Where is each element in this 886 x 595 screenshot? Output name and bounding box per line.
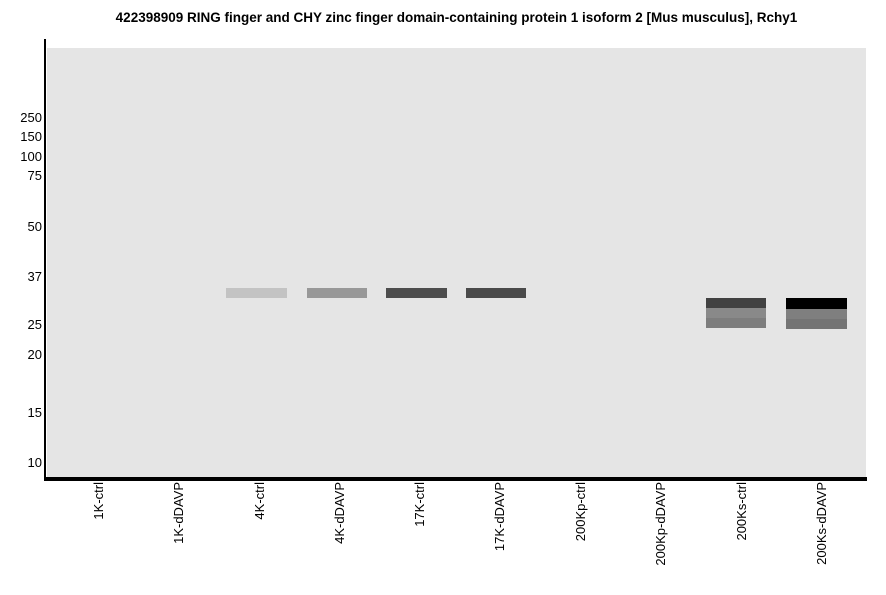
mw-tick-label: 10 xyxy=(27,455,42,470)
mw-tick-label: 150 xyxy=(20,129,42,144)
figure-title: 422398909 RING finger and CHY zinc finge… xyxy=(115,10,798,25)
lane-label: 200Kp-ctrl xyxy=(573,482,588,542)
protein-band-segment xyxy=(466,288,526,298)
protein-band-segment xyxy=(226,288,287,298)
mw-tick-label: 25 xyxy=(27,317,42,332)
mw-tick-label: 75 xyxy=(27,168,42,183)
mw-tick-label: 50 xyxy=(27,219,42,234)
lane-label: 4K-dDAVP xyxy=(332,482,347,544)
lane-label: 1K-dDAVP xyxy=(171,482,186,544)
lane-label: 200Ks-ctrl xyxy=(734,482,749,541)
protein-band-segment xyxy=(386,288,447,298)
mw-tick-label: 20 xyxy=(27,347,42,362)
lane-label: 200Ks-dDAVP xyxy=(814,482,829,565)
protein-band-segment xyxy=(706,298,766,308)
lane-label: 17K-ctrl xyxy=(412,482,427,527)
y-axis-line xyxy=(44,39,46,481)
mw-tick-label: 37 xyxy=(27,269,42,284)
protein-band-segment xyxy=(786,319,847,329)
protein-band-segment xyxy=(786,309,847,319)
mw-tick-label: 15 xyxy=(27,405,42,420)
protein-band-segment xyxy=(786,298,847,309)
protein-band-segment xyxy=(307,288,367,298)
plot-area xyxy=(47,48,866,477)
x-axis-line xyxy=(44,477,867,481)
mw-tick-label: 100 xyxy=(20,149,42,164)
lane-label: 200Kp-dDAVP xyxy=(653,482,668,566)
protein-band-segment xyxy=(706,308,766,318)
lane-label: 4K-ctrl xyxy=(252,482,267,520)
lane-label: 1K-ctrl xyxy=(91,482,106,520)
protein-band-segment xyxy=(706,318,766,328)
mw-tick-label: 250 xyxy=(20,110,42,125)
lane-label: 17K-dDAVP xyxy=(492,482,507,552)
